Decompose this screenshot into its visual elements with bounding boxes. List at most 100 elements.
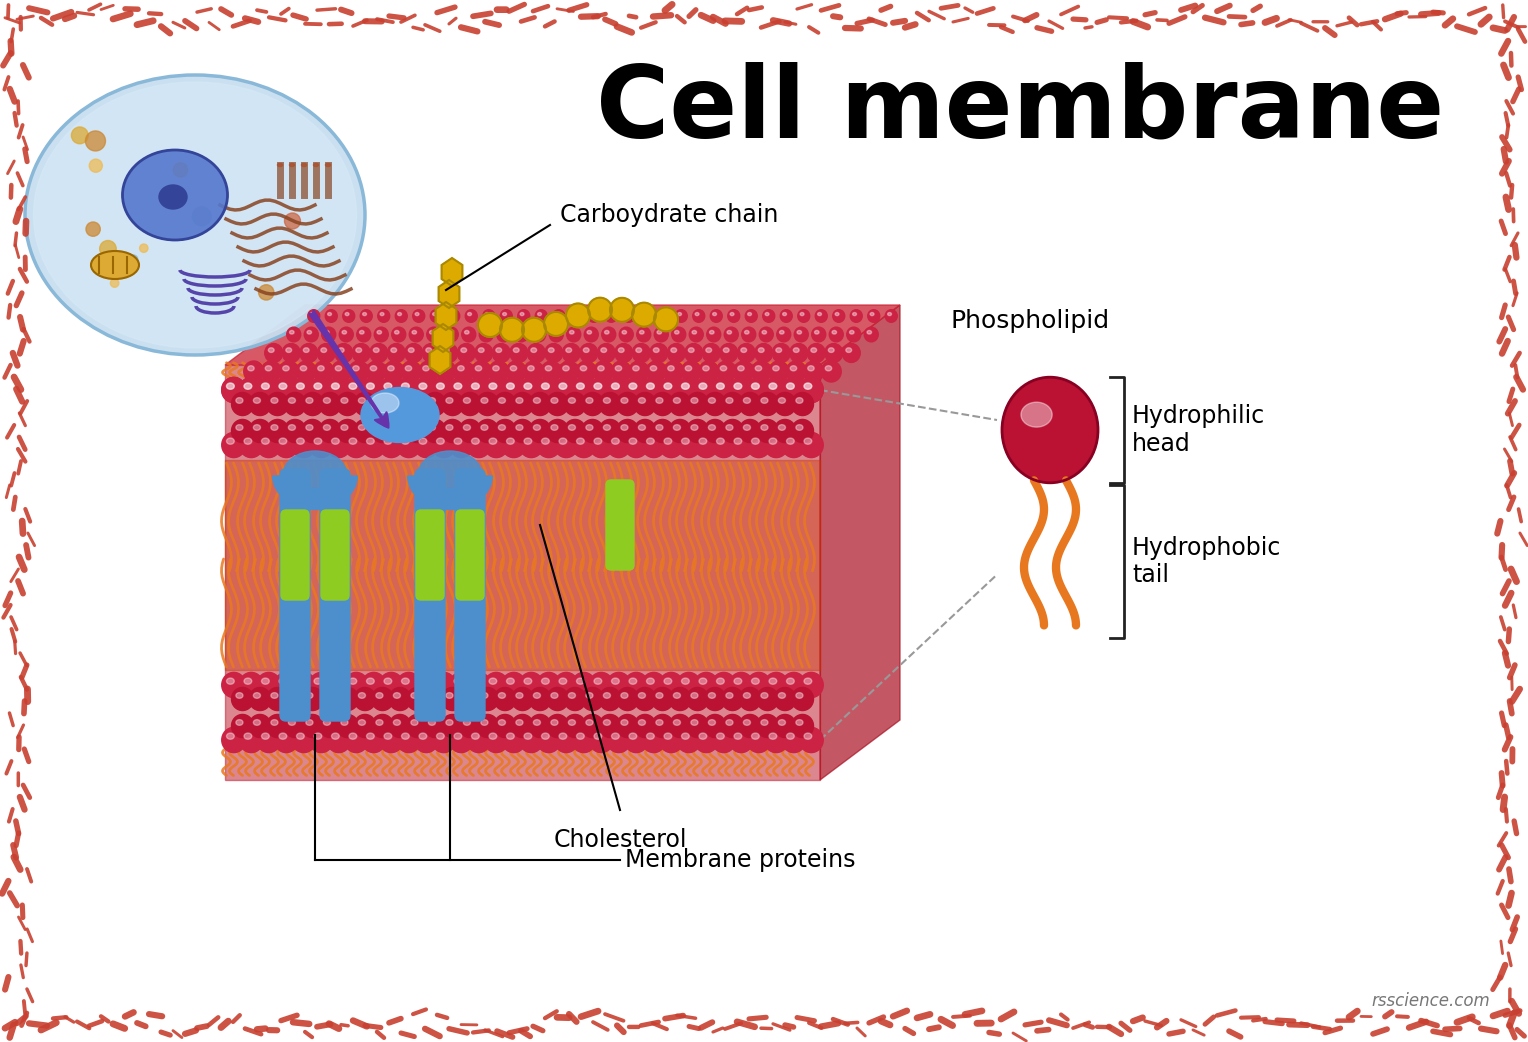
Ellipse shape: [782, 727, 805, 752]
Ellipse shape: [406, 715, 428, 738]
Bar: [225, 460, 821, 670]
Ellipse shape: [552, 720, 558, 725]
Ellipse shape: [338, 348, 344, 352]
Ellipse shape: [787, 361, 807, 382]
Ellipse shape: [309, 727, 333, 752]
Ellipse shape: [576, 678, 584, 685]
Ellipse shape: [775, 688, 796, 711]
Ellipse shape: [787, 383, 795, 390]
Ellipse shape: [443, 348, 449, 352]
Ellipse shape: [651, 420, 674, 443]
Ellipse shape: [782, 313, 787, 316]
Ellipse shape: [274, 377, 298, 402]
Ellipse shape: [492, 344, 510, 363]
Ellipse shape: [325, 309, 338, 322]
Ellipse shape: [423, 715, 446, 738]
Ellipse shape: [836, 313, 839, 316]
Ellipse shape: [446, 693, 452, 698]
Ellipse shape: [555, 672, 578, 697]
Ellipse shape: [377, 330, 382, 334]
Ellipse shape: [567, 327, 581, 342]
Ellipse shape: [516, 398, 523, 403]
Ellipse shape: [743, 693, 750, 698]
Ellipse shape: [367, 733, 374, 739]
Ellipse shape: [665, 383, 672, 390]
Ellipse shape: [448, 330, 452, 334]
Ellipse shape: [489, 438, 497, 444]
Ellipse shape: [625, 377, 648, 402]
Ellipse shape: [795, 327, 808, 342]
Ellipse shape: [414, 432, 439, 457]
Ellipse shape: [707, 327, 721, 342]
Ellipse shape: [689, 327, 703, 342]
Ellipse shape: [309, 377, 333, 402]
Ellipse shape: [489, 383, 497, 390]
Ellipse shape: [663, 361, 683, 382]
Ellipse shape: [506, 438, 515, 444]
Ellipse shape: [468, 313, 472, 316]
Ellipse shape: [764, 727, 788, 752]
Text: rsscience.com: rsscience.com: [1371, 992, 1490, 1010]
Ellipse shape: [461, 348, 466, 352]
Ellipse shape: [594, 361, 614, 382]
Ellipse shape: [306, 693, 313, 698]
Ellipse shape: [674, 425, 680, 430]
Ellipse shape: [380, 313, 384, 316]
Ellipse shape: [512, 715, 533, 738]
Ellipse shape: [515, 327, 529, 342]
Ellipse shape: [573, 313, 576, 316]
Ellipse shape: [594, 383, 602, 390]
Ellipse shape: [327, 727, 351, 752]
Ellipse shape: [781, 309, 792, 322]
Ellipse shape: [681, 438, 689, 444]
Ellipse shape: [397, 377, 420, 402]
Ellipse shape: [477, 688, 498, 711]
Ellipse shape: [336, 715, 359, 738]
Ellipse shape: [503, 313, 506, 316]
Ellipse shape: [336, 688, 359, 711]
Ellipse shape: [640, 330, 645, 334]
Ellipse shape: [299, 366, 307, 371]
Circle shape: [86, 131, 105, 151]
Ellipse shape: [681, 733, 689, 739]
Ellipse shape: [657, 330, 662, 334]
Ellipse shape: [510, 366, 516, 371]
Ellipse shape: [677, 432, 701, 457]
Ellipse shape: [284, 688, 306, 711]
Ellipse shape: [292, 377, 316, 402]
Ellipse shape: [665, 678, 672, 685]
Ellipse shape: [686, 715, 709, 738]
Ellipse shape: [594, 438, 602, 444]
Ellipse shape: [244, 678, 252, 685]
Ellipse shape: [419, 383, 426, 390]
Ellipse shape: [432, 377, 455, 402]
Ellipse shape: [611, 438, 619, 444]
Ellipse shape: [672, 327, 686, 342]
Ellipse shape: [885, 309, 897, 322]
Circle shape: [86, 222, 101, 237]
Ellipse shape: [501, 377, 526, 402]
Ellipse shape: [590, 727, 613, 752]
Ellipse shape: [804, 361, 824, 382]
Ellipse shape: [492, 366, 500, 371]
Ellipse shape: [501, 727, 526, 752]
Ellipse shape: [428, 398, 435, 403]
Ellipse shape: [506, 678, 515, 685]
Ellipse shape: [394, 330, 399, 334]
Ellipse shape: [384, 383, 391, 390]
Circle shape: [284, 213, 301, 229]
Ellipse shape: [694, 377, 718, 402]
Ellipse shape: [691, 398, 698, 403]
Ellipse shape: [373, 348, 379, 352]
Ellipse shape: [639, 693, 645, 698]
Ellipse shape: [341, 398, 348, 403]
Ellipse shape: [721, 420, 744, 443]
Ellipse shape: [240, 432, 263, 457]
Ellipse shape: [559, 733, 567, 739]
Ellipse shape: [607, 727, 631, 752]
Ellipse shape: [261, 383, 269, 390]
Ellipse shape: [553, 309, 565, 322]
Ellipse shape: [799, 377, 824, 402]
Ellipse shape: [712, 377, 736, 402]
Ellipse shape: [686, 420, 709, 443]
